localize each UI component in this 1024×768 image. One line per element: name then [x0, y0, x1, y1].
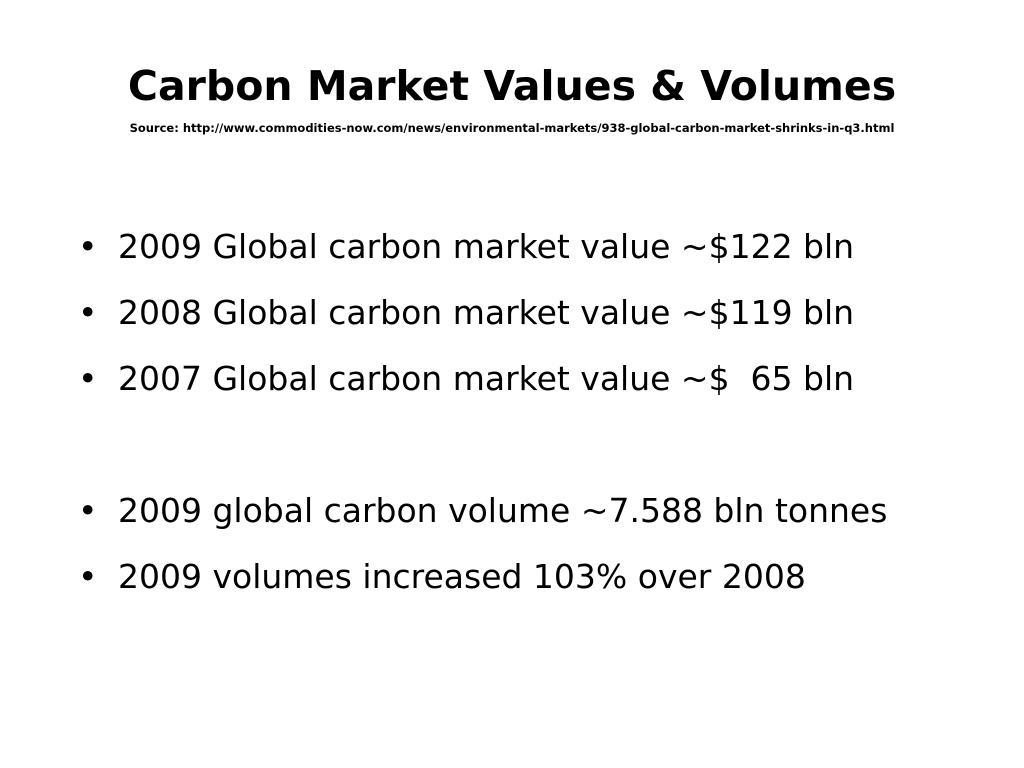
- source-citation: Source: http://www.commodities-now.com/n…: [129, 121, 895, 135]
- slide-title: Carbon Market Values & Volumes: [127, 62, 897, 110]
- bullet-text: 2008 Global carbon market value ~$119 bl…: [118, 293, 855, 332]
- bullet-item: • 2008 Global carbon market value ~$119 …: [78, 288, 998, 338]
- bullet-item: • 2007 Global carbon market value ~$ 65 …: [78, 354, 998, 404]
- bullet-icon: •: [78, 293, 98, 332]
- bullet-item: • 2009 volumes increased 103% over 2008: [78, 552, 998, 602]
- bullet-item: • 2009 Global carbon market value ~$122 …: [78, 222, 998, 272]
- bullet-text: 2007 Global carbon market value ~$ 65 bl…: [118, 359, 855, 398]
- bullet-text: 2009 volumes increased 103% over 2008: [118, 557, 806, 596]
- bullet-icon: •: [78, 557, 98, 596]
- bullet-item: • 2009 global carbon volume ~7.588 bln t…: [78, 486, 998, 536]
- bullet-text: 2009 Global carbon market value ~$122 bl…: [118, 227, 855, 266]
- bullet-icon: •: [78, 491, 98, 530]
- bullet-icon: •: [78, 359, 98, 398]
- bullet-text: 2009 global carbon volume ~7.588 bln ton…: [118, 491, 888, 530]
- bullet-icon: •: [78, 227, 98, 266]
